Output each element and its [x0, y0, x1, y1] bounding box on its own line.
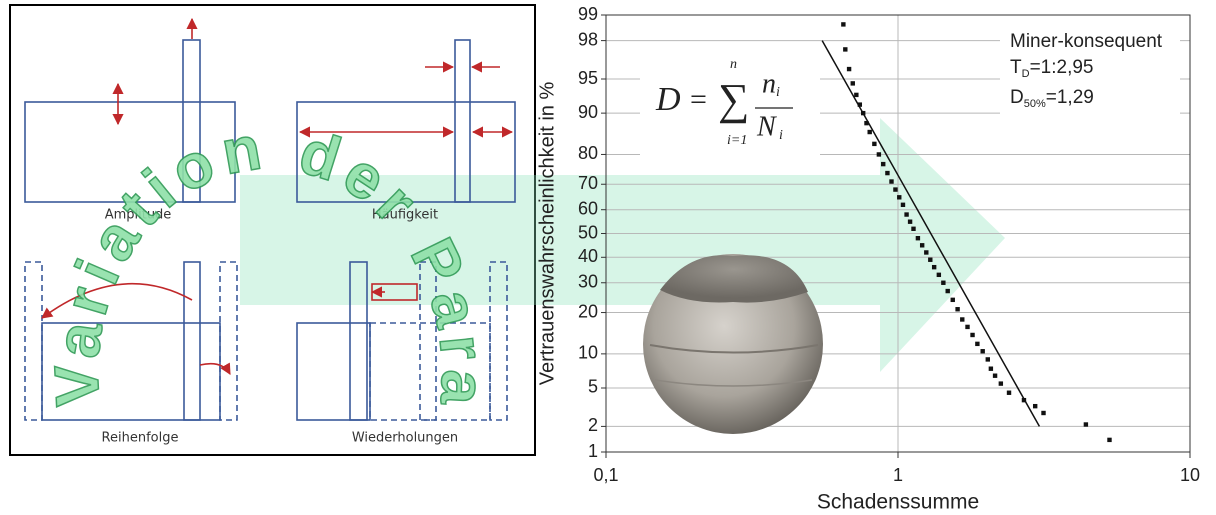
annotation-title: Miner-konsequent [1010, 31, 1163, 52]
formula-part: n [762, 68, 776, 99]
point [986, 357, 990, 361]
annotation-main: D [1010, 87, 1024, 108]
point [999, 381, 1003, 385]
y-tick-label: 95 [578, 68, 598, 88]
point [920, 243, 924, 247]
point [893, 187, 897, 191]
point [937, 273, 941, 277]
point [868, 130, 872, 134]
point [881, 162, 885, 166]
point [1041, 411, 1045, 415]
figure: Amplitude Häufigkeit Reihenfolge Wiederh… [0, 0, 1216, 515]
point [924, 250, 928, 254]
point [965, 325, 969, 329]
y-axis-label: Vertrauenswahrscheinlichkeit in % [536, 82, 558, 386]
y-tick-label: 70 [578, 173, 598, 193]
panel-label: Reihenfolge [102, 431, 179, 446]
y-tick-label: 98 [578, 29, 598, 49]
point [932, 265, 936, 269]
point [946, 289, 950, 293]
x-axis-label: Schadenssumme [817, 491, 979, 514]
formula-part: i=1 [727, 133, 747, 148]
y-tick-label: 99 [578, 4, 598, 24]
point [928, 258, 932, 262]
point [847, 67, 851, 71]
point [1007, 391, 1011, 395]
annotation-main: T [1010, 57, 1022, 78]
point [975, 342, 979, 346]
point [1033, 404, 1037, 408]
y-tick-label: 30 [578, 272, 598, 292]
formula-part: n [730, 57, 737, 72]
annotation-rest: =1,29 [1046, 87, 1094, 108]
y-tick-label: 90 [578, 102, 598, 122]
formula-part: N [756, 111, 777, 142]
y-tick-label: 80 [578, 143, 598, 163]
point [1084, 422, 1088, 426]
point [889, 179, 893, 183]
point [911, 227, 915, 231]
point [916, 236, 920, 240]
point [851, 81, 855, 85]
x-tick-label: 1 [893, 465, 903, 485]
point [843, 47, 847, 51]
point [841, 22, 845, 26]
y-tick-label: 40 [578, 246, 598, 266]
y-tick-label: 10 [578, 343, 598, 363]
point [989, 367, 993, 371]
y-tick-label: 60 [578, 198, 598, 218]
point [970, 333, 974, 337]
panel-label: Wiederholungen [352, 431, 458, 446]
x-tick-label: 0,1 [593, 465, 618, 485]
point [941, 281, 945, 285]
point [980, 349, 984, 353]
point [1107, 438, 1111, 442]
annotation-rest: =1:2,95 [1030, 57, 1094, 78]
point [854, 93, 858, 97]
point [901, 203, 905, 207]
formula-part: i [776, 85, 780, 100]
y-tick-label: 50 [578, 222, 598, 242]
y-tick-label: 5 [588, 377, 598, 397]
y-tick-label: 1 [588, 441, 598, 461]
point [897, 195, 901, 199]
formula-part: D [655, 81, 681, 118]
y-tick-label: 20 [578, 301, 598, 321]
point [951, 298, 955, 302]
annotation-line: D50%=1,29 [1010, 87, 1094, 110]
annotation-sub: 50% [1024, 98, 1046, 110]
y-tick-label: 2 [588, 415, 598, 435]
point [955, 307, 959, 311]
point [993, 374, 997, 378]
formula-part: ∑ [718, 75, 749, 124]
formula-part: = [690, 83, 707, 116]
x-tick-label: 10 [1180, 465, 1200, 485]
point [885, 171, 889, 175]
point [872, 142, 876, 146]
point [904, 212, 908, 216]
point [877, 152, 881, 156]
point [960, 317, 964, 321]
point [908, 219, 912, 223]
formula-part: i [779, 128, 783, 143]
annotation-sub: D [1022, 68, 1030, 80]
